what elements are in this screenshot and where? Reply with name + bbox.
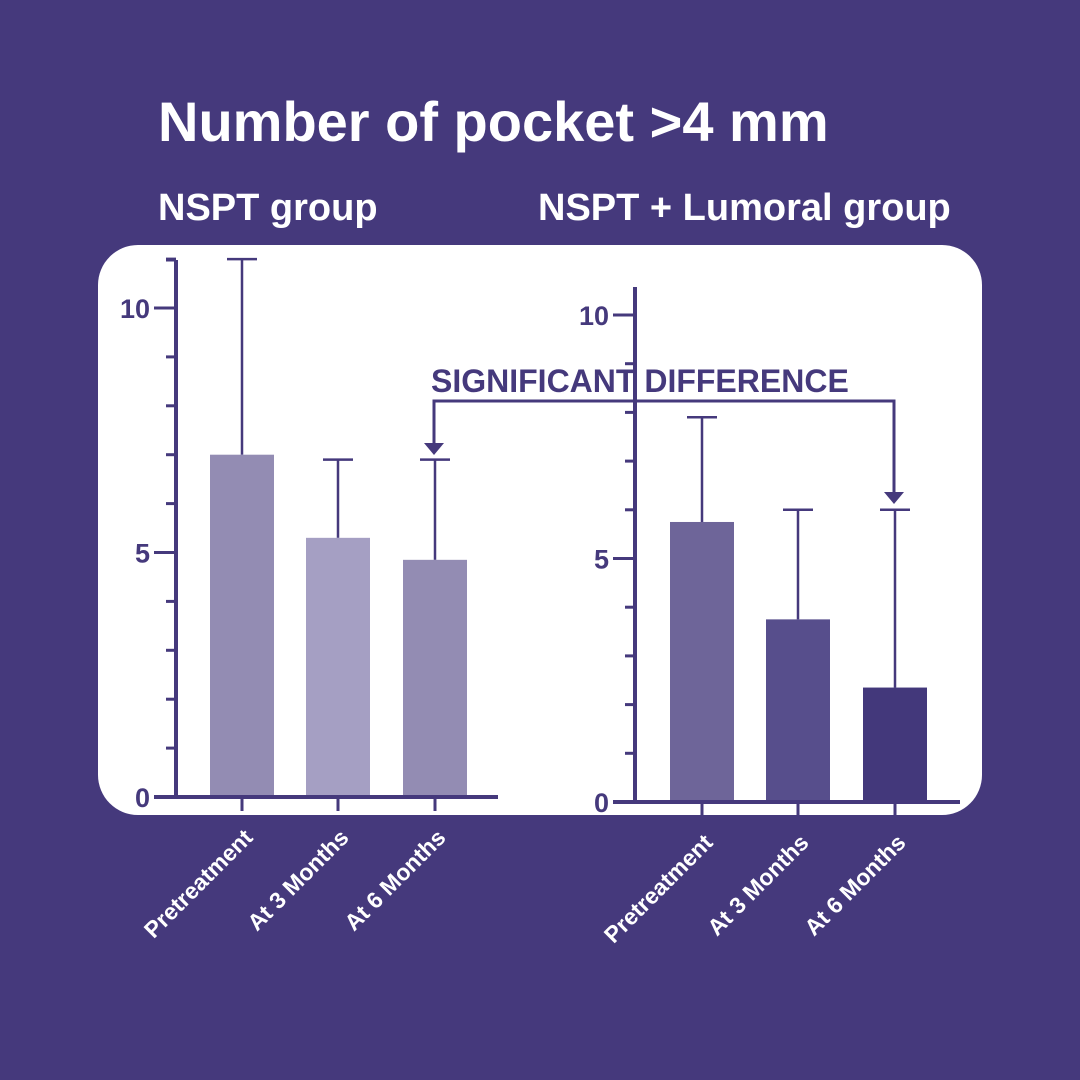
left-arrow-head-icon [424,443,444,455]
bar-2 [403,559,467,797]
significance-label: SIGNIFICANT DIFFERENCE [431,363,849,399]
y-tick-label: 0 [135,783,150,813]
right-chart-title: NSPT + Lumoral group [538,187,951,229]
y-tick-label: 0 [594,788,609,818]
bar-0 [210,454,274,797]
x-tick-label: Pretreatment [139,824,258,943]
y-tick-label: 10 [120,294,150,324]
main-title: Number of pocket >4 mm [158,90,829,153]
x-tick-label: At 3 Months [702,829,813,940]
x-tick-label: Pretreatment [599,829,718,948]
x-tick-label: At 6 Months [799,829,910,940]
bar-0 [670,521,734,802]
y-tick-label: 10 [579,301,609,331]
x-tick-label: At 3 Months [242,824,353,935]
y-tick-label: 5 [594,545,609,575]
bar-1 [306,537,370,797]
bar-1 [766,619,830,802]
significance-bracket [432,399,896,494]
left-chart-title: NSPT group [158,187,378,229]
x-tick-label: At 6 Months [339,824,450,935]
bar-2 [863,687,927,802]
right-arrow-head-icon [884,492,904,504]
y-tick-label: 5 [135,539,150,569]
